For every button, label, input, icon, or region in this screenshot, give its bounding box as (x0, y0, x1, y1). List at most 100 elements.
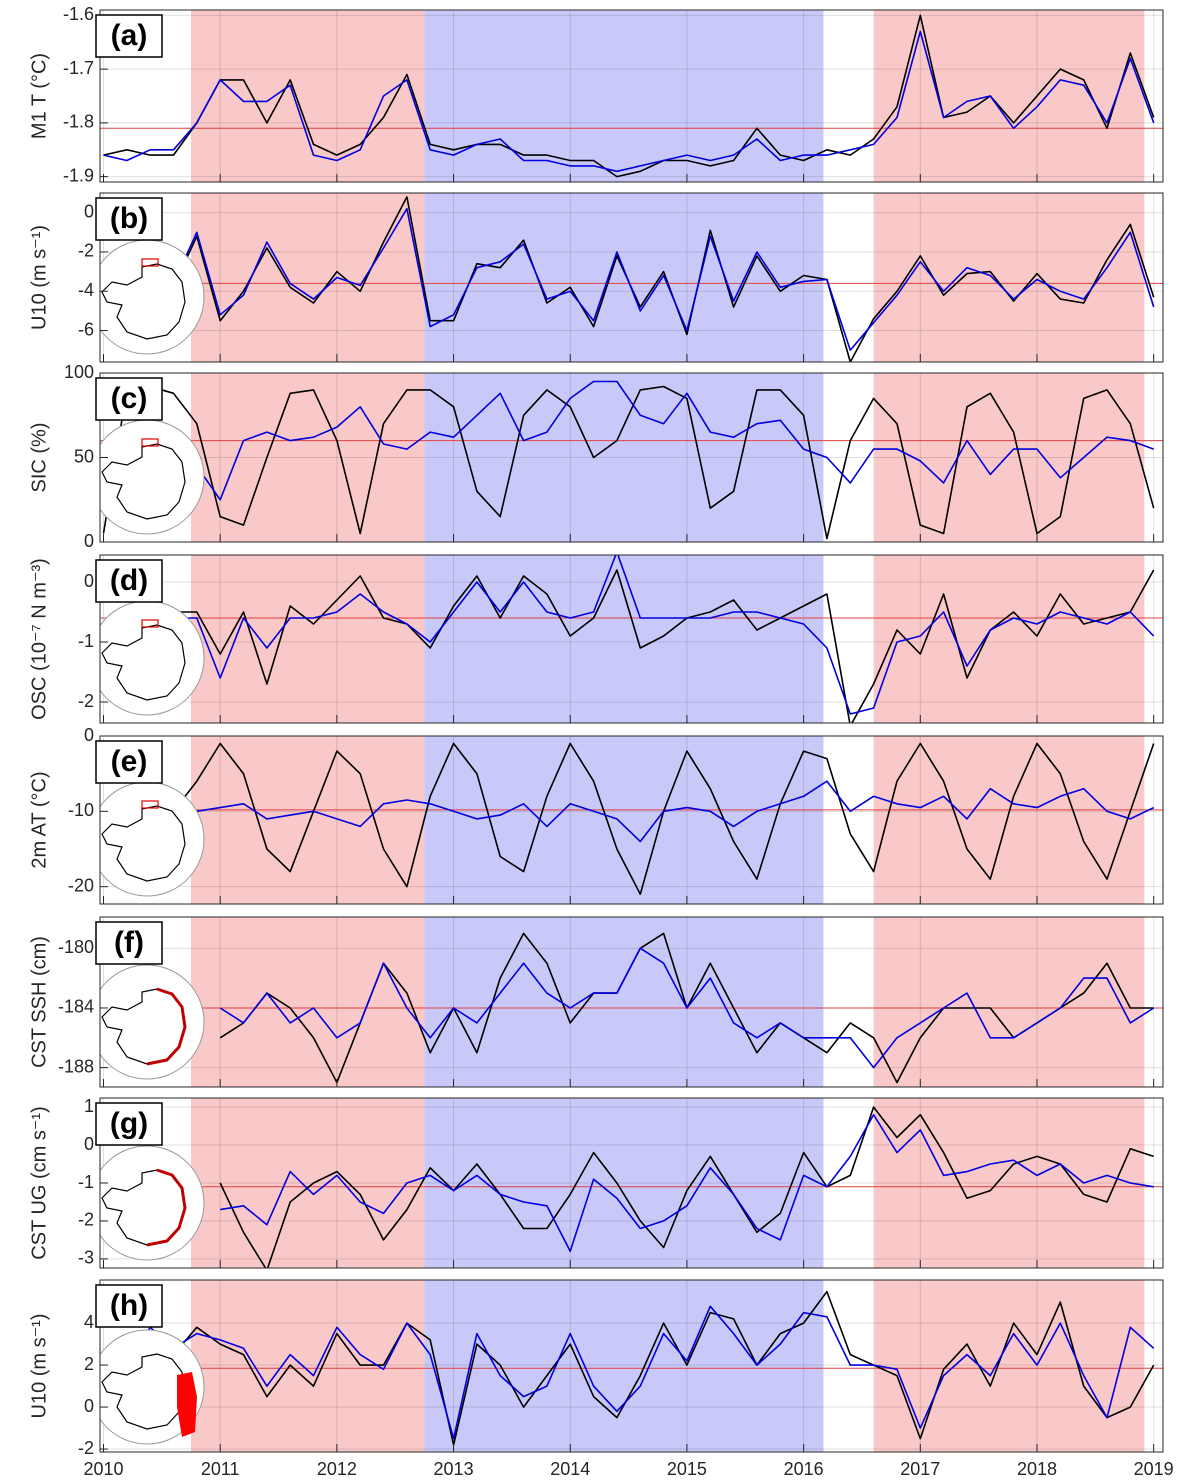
y-axis-label: M1 T (°C) (28, 53, 50, 139)
shaded-period (873, 10, 1145, 182)
inset-map (100, 1145, 205, 1261)
panel: -2 -1 0 OSC (10⁻⁷ N m⁻³) (d) (28, 554, 1164, 724)
x-tick-label: 2017 (900, 1459, 940, 1479)
shaded-period (424, 1280, 824, 1452)
panel-label: (h) (110, 1289, 148, 1322)
shaded-period (191, 193, 425, 362)
shaded-period (424, 555, 824, 723)
panel-label-box (95, 377, 163, 421)
panel-label: (c) (111, 382, 148, 415)
data-line (103, 1305, 1155, 1440)
x-tick-label: 2012 (317, 1459, 357, 1479)
shaded-period (424, 10, 824, 182)
y-tick-label: -20 (68, 875, 94, 895)
axes-frame (99, 9, 1164, 183)
y-tick-label: -1 (78, 1172, 94, 1192)
plot-area (100, 917, 1163, 1087)
inset-region (141, 800, 159, 809)
shaded-period (191, 917, 425, 1087)
inset-region (146, 1168, 187, 1247)
data-line (102, 385, 1155, 540)
plot-area (100, 1098, 1163, 1268)
panel: -20 -10 0 2m AT (°C) (e) (28, 725, 1164, 905)
y-axis-label: CST SSH (cm) (28, 936, 50, 1068)
x-tick-label: 2010 (83, 1459, 123, 1479)
axes-frame (99, 192, 1164, 363)
y-axis-label: U10 (m s⁻¹) (28, 1314, 50, 1419)
shaded-period (424, 193, 824, 362)
y-tick-label: 0 (84, 571, 94, 591)
data-line (219, 1106, 1154, 1268)
axes-frame (99, 916, 1164, 1088)
shaded-period (873, 1098, 1145, 1268)
y-tick-label: -180 (58, 937, 94, 957)
y-tick-label: -2 (78, 1438, 94, 1458)
y-tick-label: -1.9 (63, 165, 94, 185)
inset-map (100, 600, 205, 716)
x-tick-label: 2013 (434, 1459, 474, 1479)
data-line (103, 380, 1154, 501)
data-line (219, 947, 1155, 1069)
shaded-period (191, 1280, 425, 1452)
inset-continent (101, 263, 186, 340)
y-tick-label: 0 (84, 1396, 94, 1416)
plot-area (100, 1280, 1163, 1452)
y-tick-label: 4 (84, 1312, 94, 1332)
inset-continent (101, 624, 186, 701)
y-tick-label: -3 (78, 1248, 94, 1268)
panel-label-box (95, 559, 163, 603)
panel-label-box (95, 740, 163, 784)
y-tick-label: -6 (78, 319, 94, 339)
plot-area (100, 555, 1163, 723)
y-tick-label: 0 (84, 201, 94, 221)
panel: -188 -184 -180 CST SSH (cm) (f) (28, 916, 1164, 1088)
data-line (103, 30, 1155, 173)
y-tick-label: 0 (84, 531, 94, 551)
y-axis-label: SIC (%) (28, 423, 50, 493)
shaded-period (873, 555, 1145, 723)
inset-region (141, 619, 159, 628)
data-line (103, 555, 1155, 715)
shaded-period (191, 373, 425, 542)
plot-area (100, 10, 1163, 182)
axes-frame (99, 554, 1164, 724)
inset-map (100, 239, 205, 355)
data-line (103, 14, 1155, 178)
y-tick-label: 0 (84, 725, 94, 745)
y-axis-label: U10 (m s⁻¹) (28, 225, 50, 330)
panel-label: (g) (110, 1107, 148, 1140)
y-tick-label: -4 (78, 280, 94, 300)
y-tick-label: -1 (78, 631, 94, 651)
axes-frame (99, 735, 1164, 905)
inset-continent (101, 805, 186, 882)
y-tick-label: 100 (64, 362, 94, 382)
data-line (220, 1113, 1154, 1253)
panel-label-box (95, 197, 163, 241)
y-tick-label: -1.7 (63, 58, 94, 78)
shaded-period (873, 373, 1145, 542)
data-line (103, 780, 1155, 843)
panel-label: (f) (114, 926, 144, 959)
shaded-period (191, 736, 425, 904)
panel-label: (a) (111, 19, 148, 52)
panel: -1.9 -1.8 -1.7 -1.6 M1 T (°C) (a) (28, 4, 1164, 185)
data-line (103, 569, 1155, 723)
shaded-period (873, 917, 1145, 1087)
y-tick-label: -2 (78, 241, 94, 261)
y-tick-label: -2 (78, 691, 94, 711)
inset-region (146, 987, 187, 1066)
shaded-period (191, 1098, 425, 1268)
y-axis-label: 2m AT (°C) (28, 771, 50, 868)
panel-label: (d) (110, 564, 148, 597)
panel: -2 0 2 4 2010 2011 2012 2013 2014 2015 2016 2017 201… (28, 1279, 1174, 1479)
panel: -3 -2 -1 0 1 CST UG (cm s⁻¹) (g) (28, 1096, 1164, 1269)
y-tick-label: -1.8 (63, 112, 94, 132)
plot-area (100, 193, 1163, 362)
panel: 0 50 100 SIC (%) (c) (28, 362, 1164, 551)
inset-region (141, 438, 159, 447)
y-tick-label: 50 (74, 446, 94, 466)
y-tick-label: 2 (84, 1354, 94, 1374)
data-line (102, 207, 1155, 351)
